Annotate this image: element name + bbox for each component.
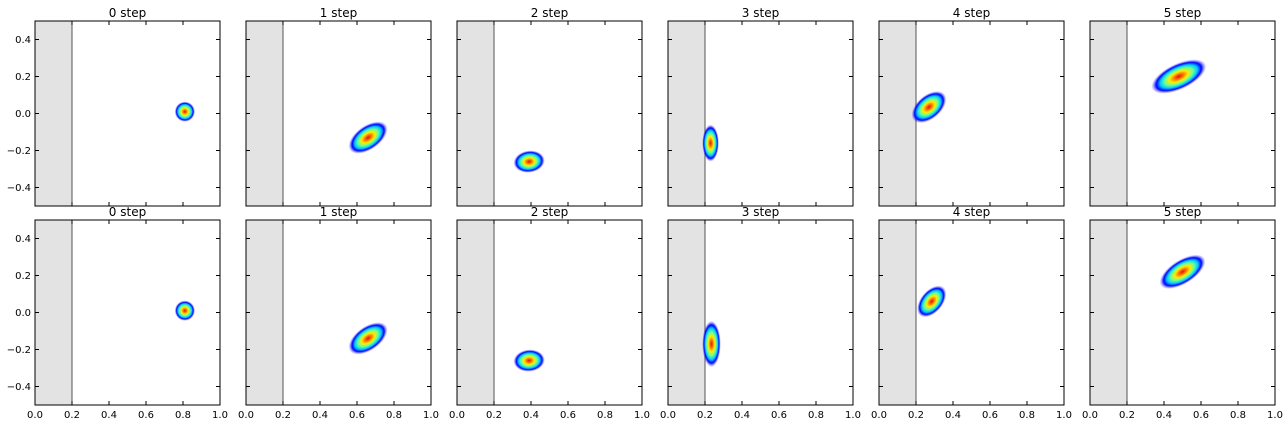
y-tick-label: 0.2 <box>15 72 31 83</box>
x-tick-label: 0.2 <box>275 410 291 421</box>
x-tick-label: 0.4 <box>945 410 961 421</box>
wall-region <box>35 220 72 405</box>
x-tick-label: 0.6 <box>771 410 787 421</box>
x-tick-label: 0.4 <box>312 410 328 421</box>
x-tick-label: 0.8 <box>1230 410 1246 421</box>
subplot-title: 2 step <box>531 205 568 219</box>
y-tick-label: −0.4 <box>7 183 31 194</box>
wall-region <box>879 21 916 206</box>
y-tick-label: −0.2 <box>7 146 31 157</box>
wall-region <box>668 220 705 405</box>
y-tick-label: 0.0 <box>15 109 31 120</box>
subplot-title: 5 step <box>1164 6 1201 20</box>
density-blob <box>174 300 196 321</box>
wall-region <box>457 21 494 206</box>
subplot-title: 4 step <box>953 6 990 20</box>
wall-region <box>1090 220 1127 405</box>
x-tick-label: 0.4 <box>734 410 750 421</box>
subplot-1-1: 0.4 0.2 0.0 −0.2 −0.4 0 step <box>7 6 221 207</box>
subplot-2-2: 0.0 0.2 0.4 0.6 0.8 1.0 1 step <box>238 205 439 421</box>
x-tick-label: 1.0 <box>1056 410 1072 421</box>
x-tick-label: 0.4 <box>1156 410 1172 421</box>
x-tick-label: 0.2 <box>697 410 713 421</box>
subplot-2-6: 0.0 0.2 0.4 0.6 0.8 1.0 5 step <box>1082 205 1283 421</box>
y-tick-label: 0.4 <box>15 234 31 245</box>
y-tick-label: −0.4 <box>7 382 31 393</box>
subplot-title: 4 step <box>953 205 990 219</box>
density-blob <box>1159 254 1206 289</box>
x-tick-label: 0.0 <box>660 410 676 421</box>
x-tick-label: 0.2 <box>64 410 80 421</box>
x-tick-label: 0.2 <box>486 410 502 421</box>
x-tick-label: 0.0 <box>449 410 465 421</box>
density-blob <box>702 124 719 162</box>
x-tick-label: 1.0 <box>845 410 861 421</box>
wall-region <box>457 220 494 405</box>
y-tick-label: 0.2 <box>15 271 31 282</box>
density-blob <box>513 150 545 173</box>
density-blob <box>911 91 947 124</box>
density-blob <box>1151 59 1207 94</box>
subplot-title: 5 step <box>1164 205 1201 219</box>
x-tick-label: 1.0 <box>212 410 228 421</box>
wall-region <box>1090 21 1127 206</box>
wall-region <box>35 21 72 206</box>
x-tick-label: 1.0 <box>423 410 439 421</box>
density-blob <box>348 121 388 154</box>
x-tick-label: 0.6 <box>349 410 365 421</box>
subplot-2-3: 0.0 0.2 0.4 0.6 0.8 1.0 2 step <box>449 205 650 421</box>
x-tick-label: 0.8 <box>597 410 613 421</box>
y-tick-label: −0.2 <box>7 345 31 356</box>
subplot-1-5: 4 step <box>878 6 1065 207</box>
subplot-1-4: 3 step <box>667 6 854 207</box>
subplot-1-3: 2 step <box>456 6 643 207</box>
subplot-title: 1 step <box>320 6 357 20</box>
wall-region <box>879 220 916 405</box>
x-tick-label: 0.6 <box>1193 410 1209 421</box>
x-tick-label: 0.8 <box>175 410 191 421</box>
density-blob <box>348 322 388 355</box>
x-tick-label: 0.8 <box>808 410 824 421</box>
x-tick-label: 0.4 <box>523 410 539 421</box>
subplot-title: 3 step <box>742 6 779 20</box>
subplot-title: 0 step <box>109 205 146 219</box>
subplot-title: 3 step <box>742 205 779 219</box>
x-tick-label: 0.6 <box>982 410 998 421</box>
y-tick-label: 0.4 <box>15 35 31 46</box>
wall-region <box>668 21 705 206</box>
density-blob <box>174 101 196 122</box>
wall-region <box>246 220 283 405</box>
subplot-title: 1 step <box>320 205 357 219</box>
density-blob <box>513 349 545 372</box>
x-tick-label: 0.0 <box>238 410 254 421</box>
density-blob <box>917 285 947 318</box>
x-tick-label: 0.0 <box>1082 410 1098 421</box>
wall-region <box>246 21 283 206</box>
subplot-title: 0 step <box>109 6 146 20</box>
x-tick-label: 0.6 <box>138 410 154 421</box>
subplot-2-5: 0.0 0.2 0.4 0.6 0.8 1.0 4 step <box>871 205 1072 421</box>
x-tick-label: 1.0 <box>1267 410 1283 421</box>
x-tick-label: 0.6 <box>560 410 576 421</box>
x-tick-label: 0.0 <box>871 410 887 421</box>
x-tick-label: 1.0 <box>634 410 650 421</box>
y-tick-label: 0.0 <box>15 308 31 319</box>
x-tick-label: 0.8 <box>1019 410 1035 421</box>
subplot-2-4: 0.0 0.2 0.4 0.6 0.8 1.0 3 step <box>660 205 861 421</box>
subplot-title: 2 step <box>531 6 568 20</box>
subplot-1-2: 1 step <box>245 6 432 207</box>
subplot-1-6: 5 step <box>1089 6 1276 207</box>
x-tick-label: 0.2 <box>1119 410 1135 421</box>
x-tick-label: 0.2 <box>908 410 924 421</box>
x-tick-label: 0.8 <box>386 410 402 421</box>
subplot-2-1: 0.0 0.2 0.4 0.6 0.8 1.0 0.4 0.2 0.0 −0.2 −0.4 0 ste… <box>7 205 228 421</box>
density-blob <box>702 320 721 368</box>
x-tick-label: 0.0 <box>27 410 43 421</box>
x-tick-label: 0.4 <box>101 410 117 421</box>
